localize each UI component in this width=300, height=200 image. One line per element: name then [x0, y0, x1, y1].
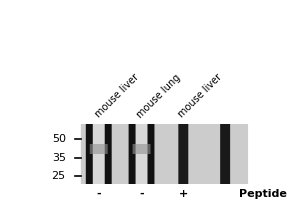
- Text: -: -: [140, 189, 144, 199]
- Text: 35: 35: [52, 153, 66, 163]
- Text: mouse lung: mouse lung: [135, 72, 182, 120]
- Text: 50: 50: [52, 134, 66, 144]
- Text: +: +: [179, 189, 188, 199]
- Text: Peptide: Peptide: [239, 189, 287, 199]
- Text: 25: 25: [52, 171, 66, 181]
- Text: -: -: [96, 189, 101, 199]
- Text: mouse liver: mouse liver: [93, 72, 140, 120]
- Text: mouse liver: mouse liver: [177, 72, 224, 120]
